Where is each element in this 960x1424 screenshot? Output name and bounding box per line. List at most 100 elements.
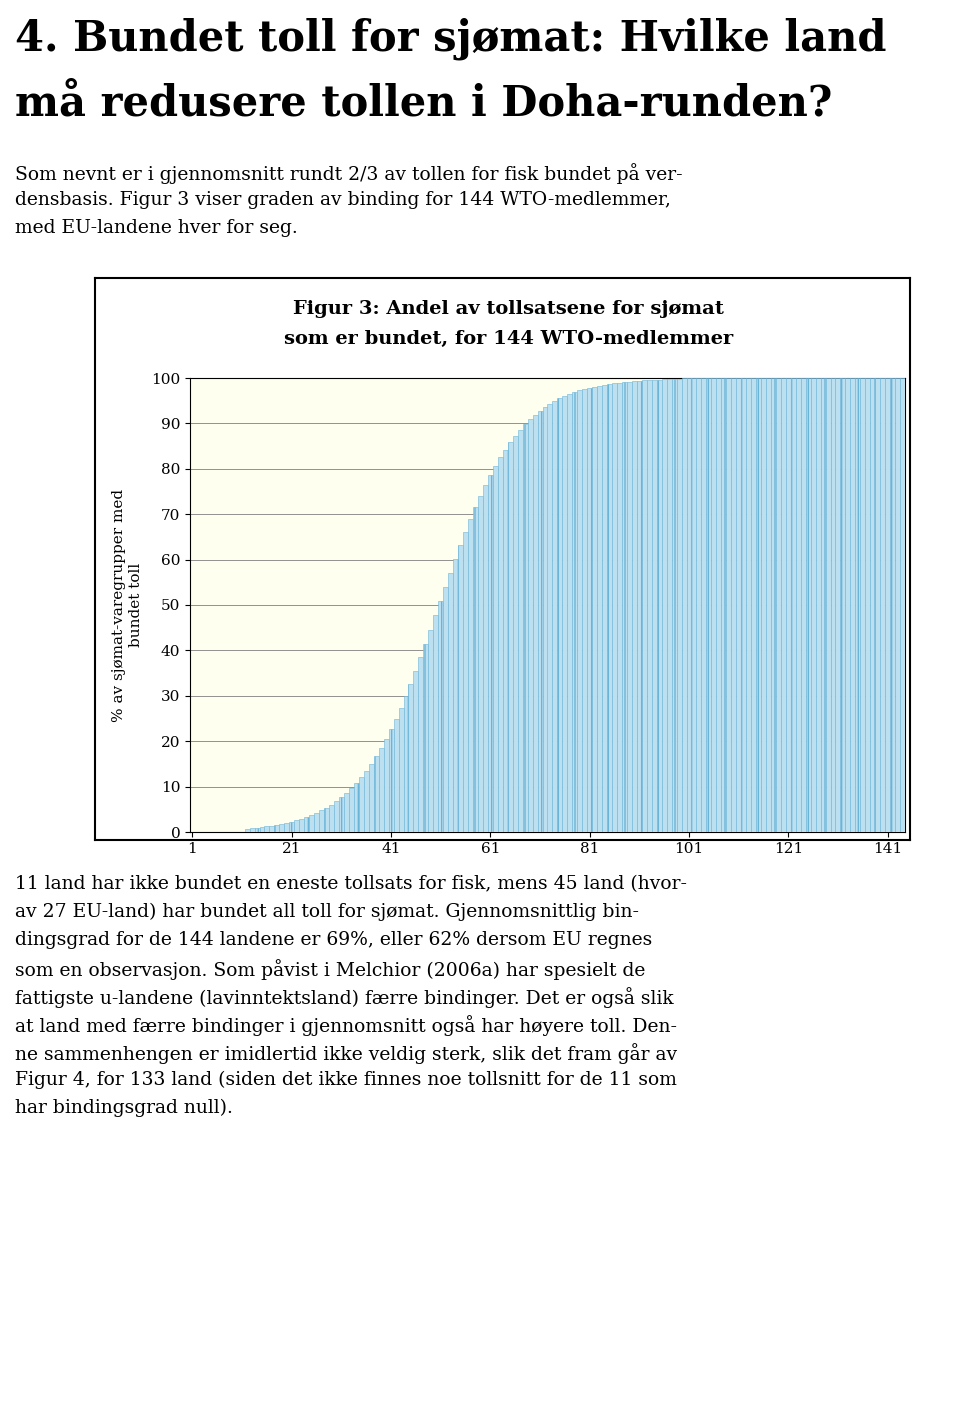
- Bar: [542, 407, 547, 832]
- Bar: [378, 748, 384, 832]
- Bar: [533, 414, 538, 832]
- Bar: [334, 802, 339, 832]
- Bar: [428, 629, 433, 832]
- Bar: [816, 377, 821, 832]
- Bar: [636, 380, 642, 832]
- Bar: [295, 820, 300, 832]
- Bar: [348, 789, 354, 832]
- Bar: [270, 826, 275, 832]
- Text: som er bundet, for 144 WTO-medlemmer: som er bundet, for 144 WTO-medlemmer: [284, 330, 733, 347]
- Bar: [860, 377, 865, 832]
- Bar: [563, 396, 567, 832]
- Bar: [702, 377, 707, 832]
- Bar: [458, 545, 463, 832]
- Text: 4. Bundet toll for sjømat: Hvilke land: 4. Bundet toll for sjømat: Hvilke land: [15, 19, 887, 60]
- Bar: [791, 377, 796, 832]
- Bar: [329, 805, 334, 832]
- Bar: [275, 824, 279, 832]
- Bar: [661, 379, 666, 832]
- Bar: [319, 810, 324, 832]
- Bar: [513, 436, 517, 832]
- Bar: [890, 377, 895, 832]
- Bar: [398, 708, 403, 832]
- Bar: [652, 380, 657, 832]
- Text: av 27 EU-land) har bundet all toll for sjømat. Gjennomsnittlig bin-: av 27 EU-land) har bundet all toll for s…: [15, 903, 639, 921]
- Bar: [254, 827, 259, 832]
- Bar: [552, 400, 558, 832]
- Text: som en observasjon. Som påvist i Melchior (2006a) har spesielt de: som en observasjon. Som påvist i Melchio…: [15, 958, 646, 980]
- Bar: [339, 797, 344, 832]
- Bar: [583, 389, 588, 832]
- Y-axis label: % av sjømat-varegrupper med
bundet toll: % av sjømat-varegrupper med bundet toll: [112, 488, 143, 722]
- Bar: [547, 404, 552, 832]
- Bar: [344, 793, 348, 832]
- Bar: [821, 377, 826, 832]
- Bar: [463, 533, 468, 832]
- Bar: [855, 377, 860, 832]
- Bar: [771, 377, 776, 832]
- Bar: [245, 829, 250, 832]
- Bar: [647, 380, 652, 832]
- Bar: [732, 377, 736, 832]
- Bar: [696, 377, 702, 832]
- Bar: [851, 377, 855, 832]
- Bar: [588, 387, 592, 832]
- Bar: [672, 379, 677, 832]
- Text: Figur 4, for 133 land (siden det ikke finnes noe tollsnitt for de 11 som: Figur 4, for 133 land (siden det ikke fi…: [15, 1071, 677, 1089]
- Bar: [444, 587, 448, 832]
- Bar: [304, 817, 309, 832]
- Bar: [721, 377, 727, 832]
- Bar: [478, 496, 483, 832]
- Text: ne sammenhengen er imidlertid ikke veldig sterk, slik det fram går av: ne sammenhengen er imidlertid ikke veldi…: [15, 1042, 678, 1064]
- Bar: [503, 450, 508, 832]
- Bar: [592, 386, 597, 832]
- Bar: [835, 377, 840, 832]
- Bar: [612, 383, 617, 832]
- Bar: [572, 392, 577, 832]
- Bar: [746, 377, 751, 832]
- Bar: [741, 377, 746, 832]
- Bar: [264, 826, 270, 832]
- Bar: [364, 770, 369, 832]
- Bar: [528, 419, 533, 832]
- Bar: [359, 778, 364, 832]
- Bar: [885, 377, 890, 832]
- Bar: [384, 739, 389, 832]
- Bar: [389, 729, 394, 832]
- Bar: [284, 823, 289, 832]
- Bar: [453, 558, 458, 832]
- Bar: [492, 466, 498, 832]
- Bar: [309, 815, 314, 832]
- Bar: [622, 382, 627, 832]
- Bar: [597, 386, 602, 832]
- Bar: [558, 399, 563, 832]
- Bar: [632, 382, 636, 832]
- Bar: [751, 377, 756, 832]
- Bar: [300, 819, 304, 832]
- Bar: [259, 827, 264, 832]
- Bar: [642, 380, 647, 832]
- Bar: [727, 377, 732, 832]
- Text: at land med færre bindinger i gjennomsnitt også har høyere toll. Den-: at land med færre bindinger i gjennomsni…: [15, 1015, 678, 1035]
- Bar: [473, 507, 478, 832]
- Bar: [488, 476, 492, 832]
- Bar: [483, 486, 488, 832]
- Text: med EU-landene hver for seg.: med EU-landene hver for seg.: [15, 219, 299, 236]
- Bar: [707, 377, 711, 832]
- Text: 11 land har ikke bundet en eneste tollsats for fisk, mens 45 land (hvor-: 11 land har ikke bundet en eneste tollsa…: [15, 874, 687, 893]
- Bar: [522, 424, 528, 832]
- Bar: [538, 410, 542, 832]
- Bar: [805, 377, 810, 832]
- Bar: [373, 756, 378, 832]
- Bar: [810, 377, 816, 832]
- Bar: [448, 572, 453, 832]
- Bar: [414, 671, 419, 832]
- Bar: [567, 394, 572, 832]
- Bar: [840, 377, 846, 832]
- Bar: [871, 377, 876, 832]
- Bar: [419, 658, 423, 832]
- Bar: [686, 377, 691, 832]
- Bar: [314, 813, 319, 832]
- Bar: [498, 457, 503, 832]
- Bar: [677, 379, 682, 832]
